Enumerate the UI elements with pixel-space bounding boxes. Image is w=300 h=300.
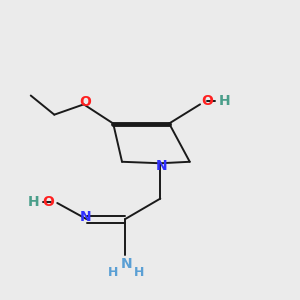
Text: N: N [80,210,91,224]
Text: H: H [28,194,40,208]
Text: H: H [108,266,119,279]
Text: N: N [121,257,132,272]
Text: H: H [134,266,144,279]
Text: O: O [202,94,213,108]
Text: O: O [42,194,54,208]
Text: N: N [156,159,168,173]
Text: H: H [218,94,230,108]
Text: O: O [79,95,91,109]
